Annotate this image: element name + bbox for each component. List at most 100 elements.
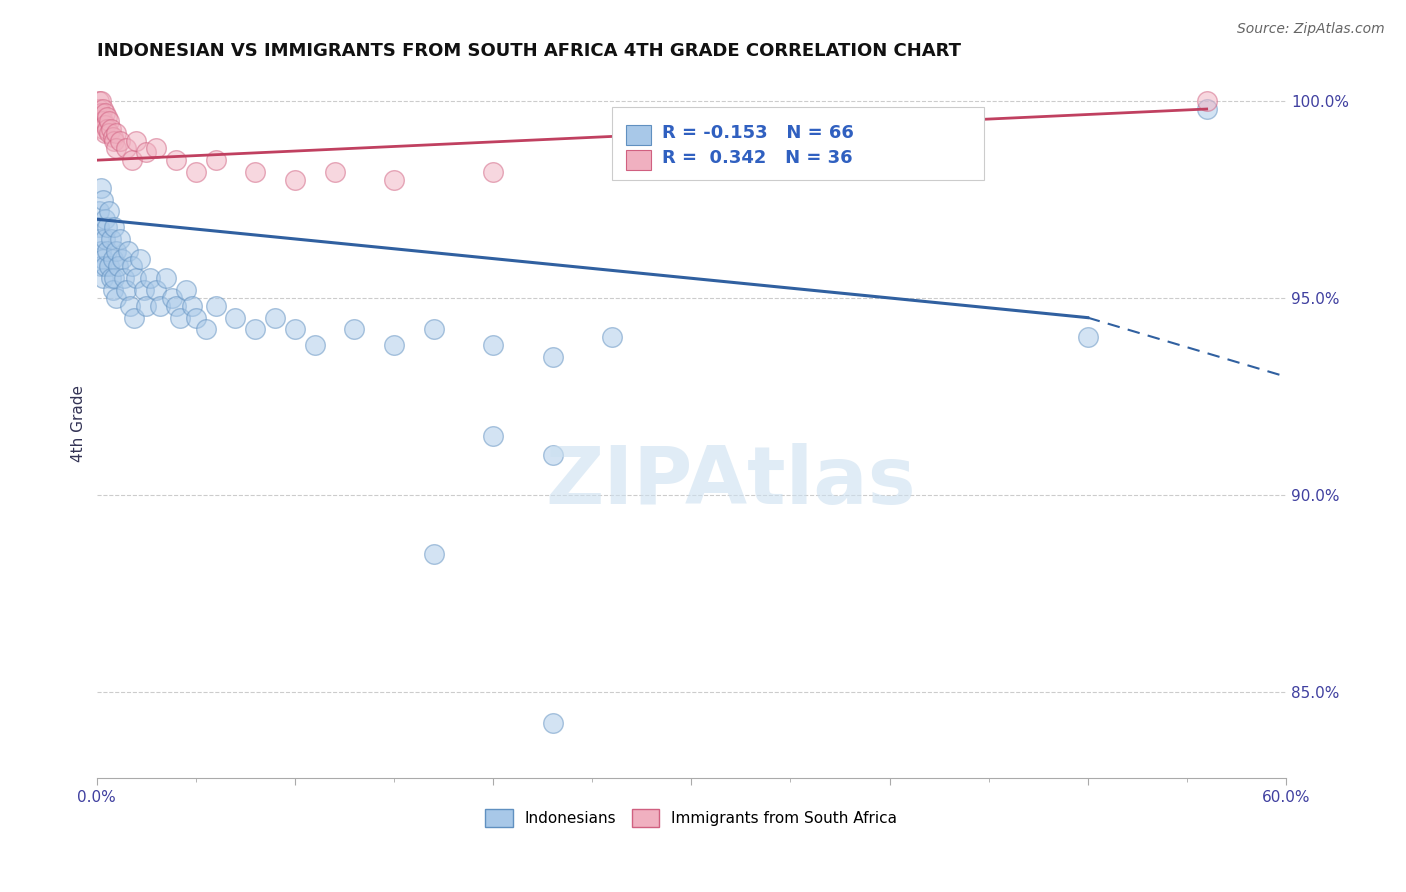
Point (87, 94, 110, 108)
Point (121, 260, 143, 274)
Point (103, 271, 125, 285)
Point (93, 118, 115, 132)
Point (149, 299, 172, 313)
Point (382, 338, 405, 352)
Point (101, 129, 124, 144)
Legend: Indonesians, Immigrants from South Africa: Indonesians, Immigrants from South Afric… (478, 801, 905, 834)
Point (103, 134, 125, 148)
Point (541, 449, 564, 463)
Point (174, 283, 197, 297)
Point (165, 299, 187, 313)
Y-axis label: 4th Grade: 4th Grade (72, 385, 86, 462)
Text: ZIPAtlas: ZIPAtlas (546, 442, 917, 521)
Point (224, 310, 246, 325)
Point (105, 291, 128, 305)
Point (284, 322, 307, 336)
Point (135, 299, 157, 313)
Text: INDONESIAN VS IMMIGRANTS FROM SOUTH AFRICA 4TH GRADE CORRELATION CHART: INDONESIAN VS IMMIGRANTS FROM SOUTH AFRI… (97, 42, 960, 60)
Point (125, 271, 148, 285)
Point (134, 283, 156, 297)
Point (91, 271, 114, 285)
Point (120, 299, 142, 313)
Point (91, 102, 114, 116)
Point (422, 547, 444, 561)
Point (90, 180, 112, 194)
Point (343, 322, 366, 336)
Point (110, 134, 132, 148)
Point (96, 220, 118, 235)
Text: R = -0.153   N = 66: R = -0.153 N = 66 (662, 124, 853, 142)
Point (323, 165, 346, 179)
Point (382, 173, 405, 187)
Point (121, 153, 143, 168)
Point (103, 220, 125, 235)
Point (145, 141, 167, 155)
Point (100, 271, 122, 285)
Point (105, 141, 128, 155)
Point (541, 350, 564, 364)
Point (111, 252, 134, 266)
Point (100, 232, 122, 246)
Point (541, 716, 564, 731)
Point (1195, 102, 1218, 116)
Point (422, 322, 444, 336)
Point (129, 252, 152, 266)
Point (97, 113, 120, 128)
Point (101, 252, 124, 266)
Point (112, 271, 135, 285)
Point (100, 121, 122, 136)
Point (184, 165, 207, 179)
Text: R =  0.342   N = 36: R = 0.342 N = 36 (662, 149, 853, 167)
Point (93, 232, 115, 246)
Point (105, 244, 128, 258)
Point (87, 220, 110, 235)
Point (180, 299, 202, 313)
Point (96, 110, 118, 124)
Point (194, 322, 217, 336)
Point (90, 106, 112, 120)
Point (165, 153, 187, 168)
Point (91, 252, 114, 266)
Point (145, 283, 167, 297)
Point (135, 145, 157, 160)
Point (97, 126, 120, 140)
Point (87, 232, 110, 246)
Point (87, 204, 110, 219)
Point (97, 204, 120, 219)
Point (184, 310, 207, 325)
Point (117, 244, 139, 258)
Point (245, 322, 267, 336)
Point (264, 310, 287, 325)
Point (115, 141, 138, 155)
Point (91, 193, 114, 207)
Point (97, 260, 120, 274)
Point (90, 260, 112, 274)
Point (115, 283, 138, 297)
Point (93, 126, 115, 140)
Point (96, 244, 118, 258)
Point (90, 94, 112, 108)
Point (93, 212, 115, 227)
Point (1077, 330, 1099, 344)
Point (304, 338, 326, 352)
Point (90, 244, 112, 258)
Point (124, 310, 146, 325)
Point (96, 121, 118, 136)
Point (93, 260, 115, 274)
Point (93, 106, 115, 120)
Point (139, 271, 162, 285)
Point (110, 232, 132, 246)
Point (160, 291, 183, 305)
Point (169, 310, 191, 325)
Point (105, 126, 128, 140)
Point (482, 429, 505, 443)
Point (91, 121, 114, 136)
Point (107, 260, 129, 274)
Point (284, 173, 307, 187)
Point (101, 283, 124, 297)
Point (91, 113, 114, 128)
Point (600, 330, 623, 344)
Point (90, 113, 112, 128)
Text: Source: ZipAtlas.com: Source: ZipAtlas.com (1237, 22, 1385, 37)
Point (204, 299, 226, 313)
